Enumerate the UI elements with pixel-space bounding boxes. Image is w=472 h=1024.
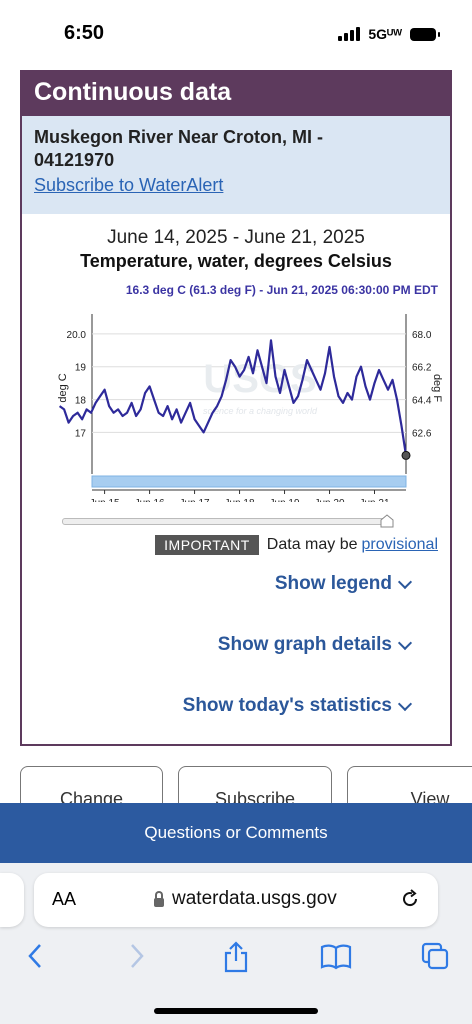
site-title-line1: Muskegon River Near Croton, MI - (34, 127, 324, 147)
show-statistics-toggle[interactable]: Show today's statistics (182, 695, 413, 717)
x-tick-label: Jun 17 (180, 498, 210, 502)
reload-icon[interactable] (398, 887, 422, 911)
tabs-icon[interactable] (420, 941, 450, 971)
battery-icon (410, 27, 440, 41)
share-icon[interactable] (222, 941, 250, 973)
questions-comments-bar[interactable]: Questions or Comments (0, 803, 472, 863)
y-tick-label: 17 (75, 428, 87, 439)
point-info: 16.3 deg C (61.3 deg F) - Jun 21, 2025 0… (125, 283, 438, 297)
x-tick-label: Jun 21 (359, 498, 389, 502)
bookmarks-icon[interactable] (320, 941, 352, 971)
data-may-be-text: Data may be (266, 536, 358, 553)
y-axis-label-right: deg F (431, 374, 443, 402)
provisional-link[interactable]: provisional (361, 536, 438, 553)
url-display: waterdata.usgs.gov (154, 888, 337, 910)
subscribe-wateralert-link[interactable]: Subscribe to WaterAlert (34, 175, 224, 195)
temperature-series-line (58, 339, 408, 456)
slider-handle-icon[interactable] (380, 514, 394, 528)
x-tick-label: Jun 19 (270, 498, 300, 502)
reader-aa-button[interactable]: AA (52, 889, 77, 909)
status-icons: 5Gᵁᵂ (338, 26, 440, 42)
usgs-watermark: USGS (203, 357, 316, 401)
chevron-down-icon (397, 574, 413, 589)
x-tick-label: Jun 16 (135, 498, 165, 502)
y-axis-label: deg C (57, 373, 69, 402)
hydrograph-chart[interactable]: 20.0 19 18 17 68.0 66.2 64.4 62.6 deg C deg F USGS… (30, 302, 446, 502)
show-statistics-label: Show today's statistics (182, 695, 392, 716)
y-tick-label: 20.0 (67, 330, 87, 341)
x-tick-label: Jun 18 (225, 498, 255, 502)
provisional-notice: IMPORTANT Data may be provisional (155, 535, 438, 555)
safari-toolbar: AA waterdata.usgs.gov (0, 863, 472, 1024)
continuous-data-card: Continuous data Muskegon River Near Crot… (20, 70, 452, 746)
previous-tab-preview[interactable] (0, 873, 24, 927)
y-tick-label-right: 64.4 (412, 396, 432, 407)
x-tick-label: Jun 15 (90, 498, 120, 502)
chevron-down-icon (397, 635, 413, 650)
important-badge: IMPORTANT (155, 535, 259, 555)
time-slider-track[interactable] (62, 518, 390, 525)
parameter-title: Temperature, water, degrees Celsius (80, 251, 392, 271)
y-tick-label: 18 (75, 396, 87, 407)
forward-icon[interactable] (126, 941, 148, 971)
back-icon[interactable] (24, 941, 46, 971)
y-tick-label-right: 66.2 (412, 363, 432, 374)
site-info: Muskegon River Near Croton, MI - 0412197… (22, 116, 450, 214)
lock-icon (154, 890, 164, 907)
signal-icon (338, 27, 361, 41)
y-tick-label: 19 (75, 363, 87, 374)
site-title-line2: 04121970 (34, 150, 115, 170)
x-tick-label: Jun 20 (315, 498, 345, 502)
y-tick-label-right: 62.6 (412, 428, 432, 439)
card-header: Continuous data (22, 70, 450, 116)
usgs-watermark-tagline: science for a changing world (203, 406, 318, 416)
show-legend-label: Show legend (274, 573, 392, 594)
home-indicator (154, 1008, 318, 1014)
status-bar: 6:50 5Gᵁᵂ (0, 0, 472, 70)
chevron-down-icon (397, 696, 413, 711)
show-graph-details-label: Show graph details (217, 634, 392, 655)
show-legend-toggle[interactable]: Show legend (274, 573, 413, 595)
show-graph-details-toggle[interactable]: Show graph details (217, 634, 413, 656)
network-label: 5Gᵁᵂ (368, 26, 402, 42)
address-bar[interactable]: AA waterdata.usgs.gov (34, 873, 438, 927)
date-range: June 14, 2025 - June 21, 2025 (107, 227, 365, 248)
url-text: waterdata.usgs.gov (172, 888, 337, 909)
time-brush[interactable] (91, 475, 407, 488)
status-time: 6:50 (64, 22, 105, 44)
current-point-marker (401, 450, 411, 460)
y-tick-label-right: 68.0 (412, 330, 432, 341)
